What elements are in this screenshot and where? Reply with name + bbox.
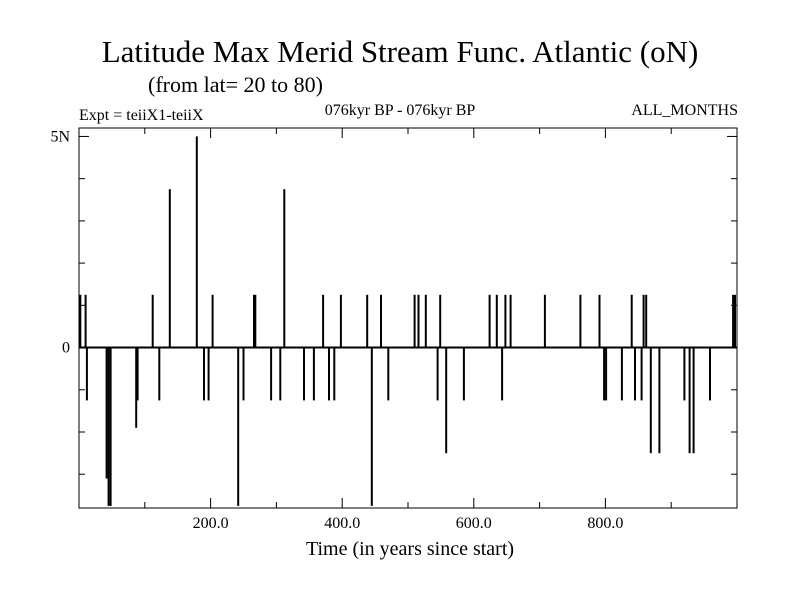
bar-56: [658, 347, 661, 454]
bar-50: [630, 294, 633, 348]
bar-34: [424, 294, 427, 348]
bar-1: [84, 294, 87, 348]
bar-38: [462, 347, 465, 401]
bar-12: [203, 347, 205, 401]
bar-55: [649, 347, 652, 454]
axis-tick-labels: 200.0 400.0 600.0 800.0 0 5N: [50, 128, 623, 532]
bar-8: [151, 294, 154, 348]
bar-6: [135, 347, 138, 428]
months-label: ALL_MONTHS: [631, 102, 738, 119]
bar-22: [303, 347, 305, 401]
axis-ticks: [79, 128, 737, 508]
bar-59: [692, 347, 695, 454]
bar-26: [333, 347, 336, 401]
plot-frame: [78, 127, 738, 509]
bar-44: [543, 294, 546, 348]
bar-27: [339, 294, 342, 348]
bar-29: [370, 347, 373, 506]
y-tick-label: 5N: [50, 128, 70, 145]
bar-40: [495, 294, 498, 348]
bar-60: [709, 347, 711, 401]
bar-2: [85, 347, 88, 401]
bar-53: [642, 294, 645, 348]
bar-42: [504, 294, 507, 348]
bar-51: [634, 347, 636, 401]
x-tick-label: 800.0: [587, 515, 623, 532]
bar-24: [322, 294, 325, 348]
bar-21: [283, 189, 286, 348]
x-tick-label: 200.0: [193, 515, 229, 532]
bar-25: [328, 347, 330, 401]
bar-17: [253, 294, 255, 348]
bar-46: [598, 294, 601, 348]
bar-13: [207, 347, 210, 401]
bar-52: [640, 347, 643, 401]
bar-49: [620, 347, 623, 401]
bar-33: [417, 294, 420, 348]
bar-15: [237, 347, 240, 506]
bar-14: [211, 294, 214, 348]
bar-32: [413, 294, 416, 348]
x-axis-label: Time (in years since start): [305, 538, 515, 560]
bar-30: [380, 294, 382, 348]
bar-3: [105, 347, 108, 479]
experiment-label: Expt = teiiX1-teiiX: [79, 107, 204, 124]
bar-36: [439, 294, 442, 348]
bar-41: [501, 347, 504, 401]
bar-37: [445, 347, 448, 454]
bar-61: [732, 294, 735, 348]
bar-23: [312, 347, 315, 401]
chart-title: Latitude Max Merid Stream Func. Atlantic…: [101, 34, 699, 69]
bar-5: [109, 347, 112, 506]
bar-7: [136, 347, 139, 401]
bar-48: [605, 347, 608, 401]
bar-58: [688, 347, 691, 454]
bar-10: [168, 189, 171, 348]
bar-series: [79, 136, 736, 506]
bar-9: [158, 347, 161, 401]
bar-43: [509, 294, 512, 348]
chart-subtitle: (from lat= 20 to 80): [148, 72, 323, 97]
bar-18: [254, 294, 257, 348]
bar-28: [366, 294, 369, 348]
bar-20: [279, 347, 282, 401]
bar-45: [579, 294, 582, 348]
x-tick-label: 600.0: [456, 515, 492, 532]
bar-19: [270, 347, 273, 401]
bar-31: [387, 347, 390, 401]
bar-54: [645, 294, 648, 348]
bar-16: [242, 347, 245, 401]
x-tick-label: 400.0: [324, 515, 360, 532]
bar-62: [734, 294, 736, 348]
bar-0: [79, 294, 82, 348]
period-label: 076kyr BP - 076kyr BP: [324, 102, 476, 119]
y-tick-label: 0: [62, 340, 70, 357]
bar-57: [683, 347, 686, 401]
bar-35: [436, 347, 439, 401]
bar-4: [107, 347, 110, 506]
bar-47: [603, 347, 606, 401]
bar-39: [488, 294, 491, 348]
bar-11: [195, 136, 198, 348]
